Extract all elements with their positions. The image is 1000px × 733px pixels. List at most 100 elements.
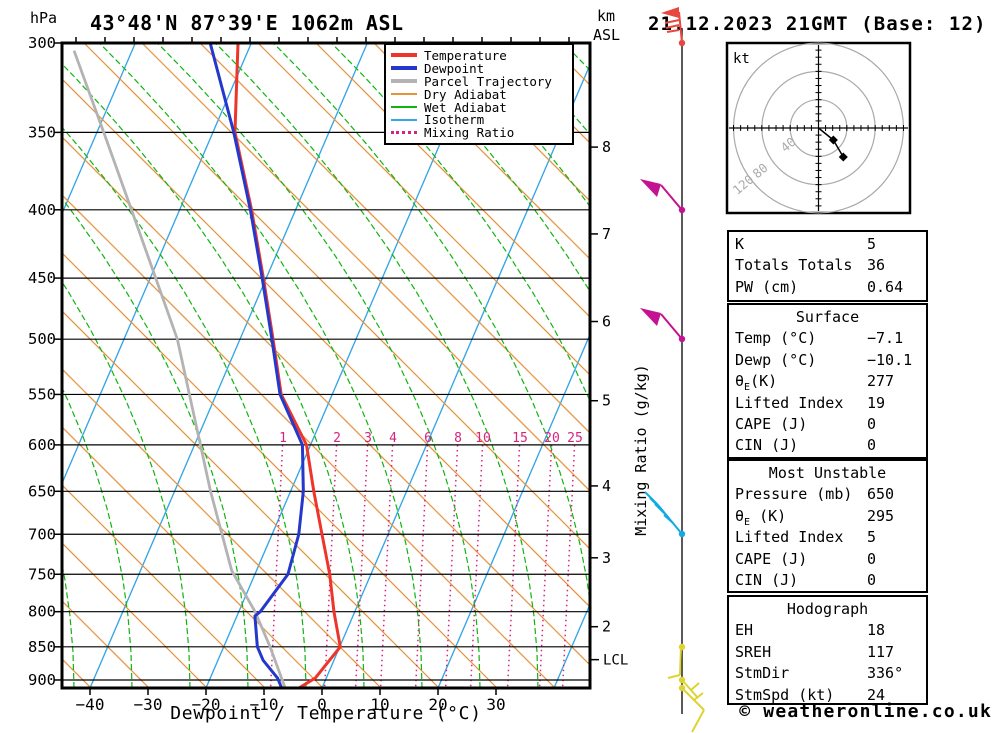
dry-adiabat [62,368,382,688]
isotherm [321,63,590,688]
legend-item-label: Parcel Trajectory [424,73,552,89]
svg-text:10: 10 [370,695,389,714]
row-value: 5 [867,528,877,547]
table-hodograph: Hodograph EH 18 SREH 117 StmDir 336° StmSpd (kt… [727,595,928,705]
svg-text:8: 8 [602,138,611,156]
wet-adiabat [98,43,423,688]
row-label: CAPE (J) [735,549,808,568]
row-label: CIN (J) [735,436,799,455]
legend-item: Mixing Ratio [391,125,572,140]
row-label: CAPE (J) [735,414,808,433]
legend-item: Dry Adiabat [391,86,572,102]
table-row: Lifted Index 19 [729,393,926,414]
svg-text:20: 20 [428,695,447,714]
row-value: 24 [867,685,886,704]
svg-text:350: 350 [28,123,56,141]
svg-text:850: 850 [28,638,56,656]
svg-text:800: 800 [28,603,56,621]
table-row: Dewp (°C) −10.1 [729,350,926,371]
svg-text:25: 25 [567,431,583,446]
legend-line-sample [391,79,417,84]
row-label: K [735,235,745,253]
svg-text:15: 15 [512,431,528,446]
row-label: PW (cm) [735,277,799,296]
legend-line-sample [391,66,417,71]
page-title: 43°48'N 87°39'E 1062m ASL [90,11,404,35]
svg-text:600: 600 [28,436,56,454]
svg-text:30: 30 [486,695,505,714]
dewpoint-curve [208,43,305,688]
svg-text:900: 900 [28,671,56,689]
row-label: θE (K) [735,506,787,528]
dry-adiabat [431,43,590,202]
mixing-ratio-line [506,444,521,688]
row-label: Lifted Index [735,528,844,547]
dry-adiabat [62,484,266,688]
dry-adiabat [373,43,590,260]
svg-text:8: 8 [454,431,462,446]
legend-item-label: Dewpoint [424,60,485,76]
row-value: 5 [867,235,877,253]
table-row: EH 18 [729,620,926,641]
dry-adiabat [62,252,498,688]
wet-adiabat [62,280,191,688]
row-value: 277 [867,372,895,391]
svg-text:750: 750 [28,565,56,583]
wet-adiabat [446,43,590,208]
wet-adiabat [388,43,590,293]
parcel-trajectory-curve [72,50,287,688]
row-value: 0 [867,414,877,433]
svg-text:6: 6 [424,431,432,446]
mixing-ratio-line [561,444,576,688]
wet-adiabat [62,197,249,688]
row-label: Totals Totals [735,256,853,275]
isotherm [62,43,136,216]
wet-adiabat [272,43,590,607]
pressure-unit-label: hPa [30,9,58,27]
row-value: −10.1 [867,350,913,369]
svg-text:3: 3 [364,431,372,446]
hodograph-unit-label: kt [733,51,750,67]
table-row: SREH 117 [729,642,926,663]
mixing-ratio-line [354,444,369,688]
row-label: θE(K) [735,372,778,394]
row-label: SREH [735,642,772,661]
table-title: Hodograph [786,600,869,618]
legend-item-label: Dry Adiabat [424,86,507,102]
table-surface: Surface Temp (°C) −7.1 Dewp (°C) −10.1 θE(K) 2… [727,303,928,459]
legend-item: Isotherm [391,112,572,127]
x-axis-label: Dewpoint / Temperature (°C) [170,703,482,724]
row-value: 0 [867,436,877,455]
table-row: StmDir 336° [729,663,926,684]
svg-text:20: 20 [544,431,560,446]
row-value: 0.64 [867,277,904,296]
svg-text:5: 5 [602,392,611,410]
legend-line-sample [391,118,417,121]
row-label: Temp (°C) [735,329,817,348]
dry-adiabat [83,43,590,550]
svg-text:400: 400 [28,201,56,219]
svg-text:−30: −30 [134,695,163,714]
wet-adiabat [62,126,307,688]
mixing-ratio-line [538,444,553,688]
svg-text:−40: −40 [76,695,105,714]
wet-adiabat [330,43,590,403]
dry-adiabat [315,43,590,318]
svg-text:7: 7 [602,225,611,243]
wind-barb-500 [640,308,686,343]
svg-text:4: 4 [602,477,611,495]
legend-line-sample [391,53,417,58]
row-value: 0 [867,570,877,589]
row-value: 19 [867,393,886,412]
table-row: CIN (J) 0 [729,570,926,591]
table-title: Surface [795,308,860,326]
mixing-ratio-line [323,444,338,688]
table-row: Pressure (mb) 650 [729,484,926,505]
wind-barb-900 [678,676,700,699]
legend-item: Wet Adiabat [391,100,572,115]
wet-adiabat [62,63,365,688]
plot-frame [60,41,592,690]
dry-adiabat [62,310,440,688]
